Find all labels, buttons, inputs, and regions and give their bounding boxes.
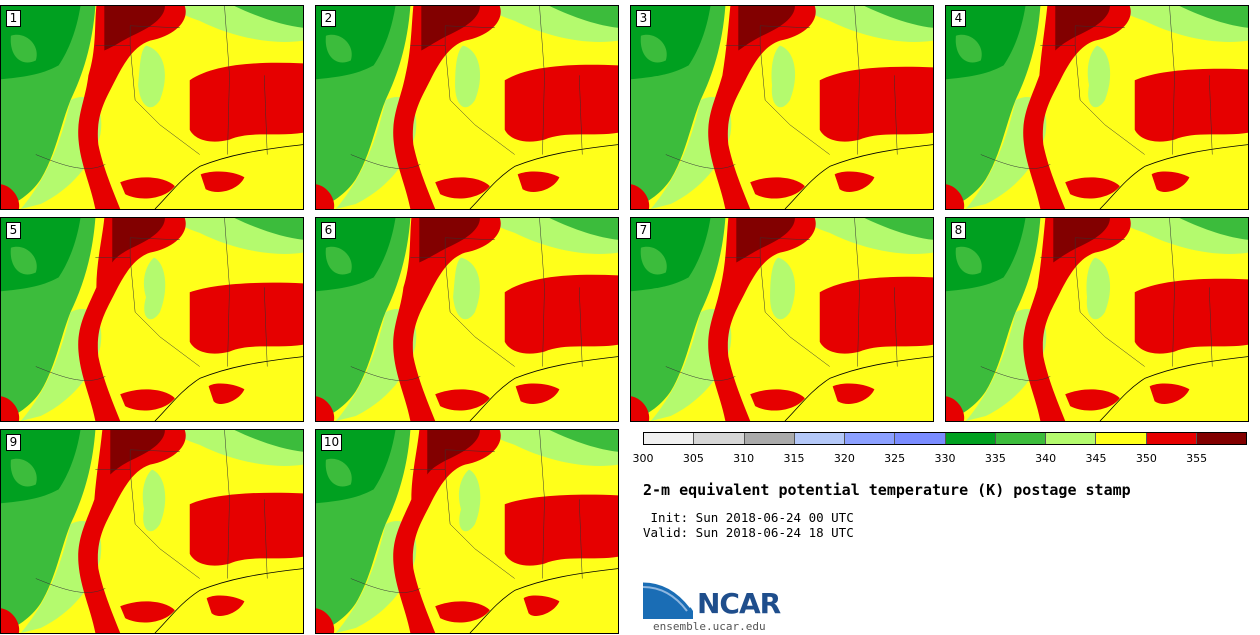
map-title: 2-m equivalent potential temperature (K)… [643,481,1131,499]
ncar-logo-icon [643,579,693,619]
map-panel: 8 [945,217,1249,422]
panel-number: 8 [951,222,966,239]
panel-number: 7 [636,222,651,239]
map-field [1,430,303,633]
colorbar-tick-label: 305 [682,452,704,465]
colorbar-swatch [1096,433,1147,444]
map-panel: 3 [630,5,934,210]
colorbar-tick-label: 325 [884,452,906,465]
panel-number: 3 [636,10,651,27]
site-url: ensemble.ucar.edu [653,620,766,633]
colorbar-tick-label: 330 [934,452,956,465]
colorbar-ticks: 300 305 310 315 320 325 330 335 340 345 350 355 [633,452,1247,466]
colorbar-swatch [945,433,996,444]
colorbar-tick-label: 335 [984,452,1006,465]
map-field [631,218,933,421]
map-panel: 2 [315,5,619,210]
map-field [1,6,303,209]
map-panel: 5 [0,217,304,422]
colorbar-swatch [744,433,795,444]
colorbar-swatch [845,433,896,444]
colorbar-swatch [995,433,1046,444]
map-panel: 1 [0,5,304,210]
colorbar-swatch [895,433,946,444]
map-field [946,6,1248,209]
colorbar [643,432,1247,445]
colorbar-swatch [1196,433,1246,444]
colorbar-tick-label: 340 [1035,452,1057,465]
colorbar-tick-label: 355 [1186,452,1208,465]
panel-number: 4 [951,10,966,27]
map-field [316,6,618,209]
colorbar-tick-label: 350 [1135,452,1157,465]
map-panel: 6 [315,217,619,422]
colorbar-swatch [794,433,845,444]
panel-number: 1 [6,10,21,27]
panel-number: 5 [6,222,21,239]
colorbar-swatch [1046,433,1097,444]
colorbar-tick-label: 345 [1085,452,1107,465]
colorbar-tick-label: 310 [733,452,755,465]
colorbar-swatch [694,433,745,444]
map-field [1,218,303,421]
valid-time: Valid: Sun 2018-06-24 18 UTC [643,525,854,540]
map-panel: 9 [0,429,304,634]
map-field [631,6,933,209]
colorbar-swatch [1146,433,1197,444]
panel-number: 10 [321,434,342,451]
map-field [316,218,618,421]
panel-number: 2 [321,10,336,27]
panel-number: 6 [321,222,336,239]
colorbar-tick-label: 300 [632,452,654,465]
colorbar-tick-label: 320 [833,452,855,465]
init-time: Init: Sun 2018-06-24 00 UTC [643,510,854,525]
map-panel: 10 [315,429,619,634]
map-panel: 4 [945,5,1249,210]
colorbar-swatch [644,433,695,444]
map-field [946,218,1248,421]
colorbar-tick-label: 315 [783,452,805,465]
panel-number: 9 [6,434,21,451]
map-field [316,430,618,633]
logo-text: NCAR [697,587,781,620]
map-panel: 7 [630,217,934,422]
